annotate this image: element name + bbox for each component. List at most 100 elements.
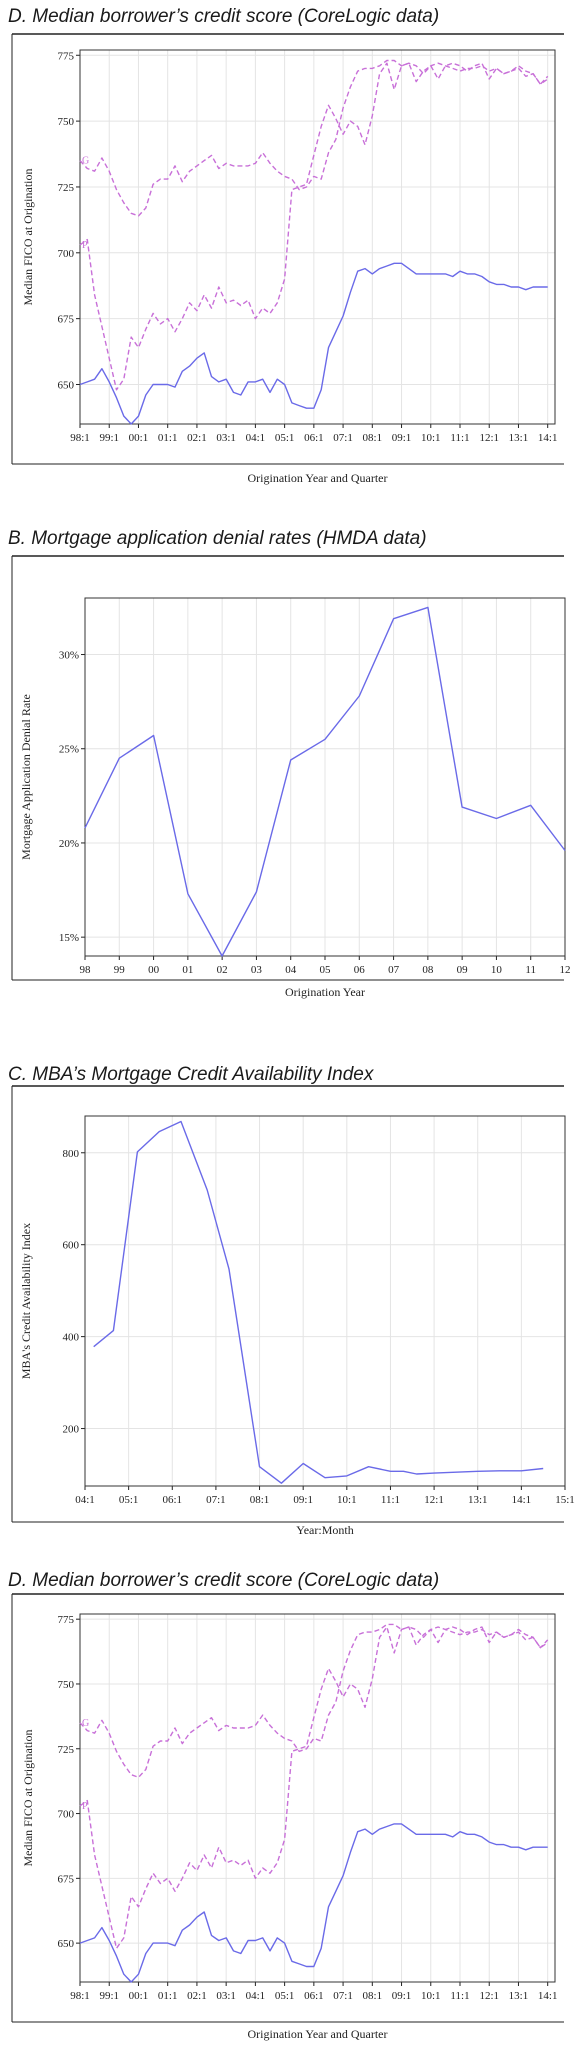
x-tick-label: 06 [354, 964, 366, 976]
x-tick-label: 03 [251, 964, 263, 976]
x-tick-label: 99:1 [99, 1990, 119, 2002]
x-tick-label: 03:1 [216, 1990, 236, 2002]
series-line-p [79, 62, 549, 391]
x-tick-label: 13:1 [509, 1990, 529, 2002]
series-line-main [79, 262, 548, 425]
x-tick-label: 05:1 [275, 1990, 295, 2002]
y-tick-label: 675 [58, 314, 75, 326]
x-tick-label: 10:1 [421, 432, 441, 444]
x-tick-label: 00:1 [129, 432, 149, 444]
x-tick-label: 04:1 [246, 1990, 266, 2002]
x-tick-label: 04:1 [75, 1494, 95, 1506]
series-line-p [79, 1626, 549, 1949]
chart-panel-mba: C. MBA’s Mortgage Credit Availability In… [0, 1064, 578, 1546]
x-tick-label: 05:1 [275, 432, 295, 444]
y-tick-label: 15% [59, 932, 79, 944]
y-tick-label: 650 [58, 1938, 75, 1950]
x-tick-label: 06:1 [162, 1494, 182, 1506]
series-line-g [79, 59, 549, 217]
x-tick-label: 08 [422, 964, 434, 976]
x-tick-label: 07:1 [333, 1990, 353, 2002]
chart-title: B. Mortgage application denial rates (HM… [8, 528, 427, 549]
x-tick-label: 04:1 [246, 432, 266, 444]
x-tick-label: 01 [182, 964, 193, 976]
x-tick-label: 08:1 [363, 432, 383, 444]
series-line-g [79, 1623, 549, 1779]
x-tick-label: 11 [525, 964, 536, 976]
x-tick-label: 03:1 [216, 432, 236, 444]
x-tick-label: 98 [80, 964, 92, 976]
x-axis-label: Origination Year [285, 985, 365, 999]
series-label: P [82, 1801, 88, 1812]
x-tick-label: 14:1 [512, 1494, 532, 1506]
y-tick-label: 775 [58, 50, 75, 62]
y-tick-label: 30% [59, 650, 79, 662]
x-axis-label: Origination Year and Quarter [248, 2027, 388, 2041]
x-tick-label: 11:1 [381, 1494, 400, 1506]
x-tick-label: 12:1 [479, 1990, 499, 2002]
x-tick-label: 07:1 [333, 432, 353, 444]
x-tick-label: 11:1 [450, 1990, 469, 2002]
chart-svg-denial: 15% 20% 25% 30% 98 99 00 01 02 03 04 05 06 07 08 09 10 11… [11, 555, 571, 999]
chart-panel-fico-top: D. Median borrower’s credit score (CoreL… [0, 6, 578, 492]
y-tick-label: 700 [58, 1809, 75, 1821]
y-tick-label: 400 [63, 1332, 80, 1344]
y-tick-label: 700 [58, 248, 75, 260]
y-tick-label: 20% [59, 838, 79, 850]
y-axis-label: Median FICO at Origination [21, 169, 35, 306]
x-tick-label: 12:1 [479, 432, 499, 444]
x-tick-label: 09:1 [293, 1494, 313, 1506]
x-tick-label: 98:1 [70, 1990, 90, 2002]
series-line-main [84, 606, 566, 957]
y-axis-label: Mortgage Application Denial Rate [19, 694, 33, 860]
series-line-main [79, 1823, 548, 1983]
x-tick-label: 10:1 [421, 1990, 441, 2002]
x-tick-label: 12 [560, 964, 571, 976]
y-axis-label: Median FICO at Origination [21, 1730, 35, 1867]
x-tick-label: 01:1 [158, 432, 178, 444]
y-tick-label: 800 [63, 1148, 80, 1160]
x-tick-label: 11:1 [450, 432, 469, 444]
x-axis-label: Year:Month [296, 1523, 353, 1537]
series-line-main [93, 1120, 544, 1484]
x-tick-label: 06:1 [304, 1990, 324, 2002]
chart-panel-fico-bottom: D. Median borrower’s credit score (CoreL… [0, 1570, 578, 2050]
x-tick-label: 00 [148, 964, 160, 976]
x-tick-label: 01:1 [158, 1990, 178, 2002]
x-tick-label: 08:1 [363, 1990, 383, 2002]
x-tick-label: 02:1 [187, 1990, 207, 2002]
y-tick-label: 725 [58, 182, 75, 194]
y-tick-label: 650 [58, 379, 75, 391]
plot-area-border [84, 1115, 566, 1487]
x-tick-label: 13:1 [468, 1494, 488, 1506]
x-tick-label: 15:1 [555, 1494, 575, 1506]
x-tick-label: 14:1 [538, 1990, 558, 2002]
chart-title: C. MBA’s Mortgage Credit Availability In… [8, 1064, 374, 1085]
plot-area-border [79, 49, 556, 425]
chart-title: D. Median borrower’s credit score (CoreL… [8, 6, 440, 27]
y-tick-label: 775 [58, 1614, 75, 1626]
y-axis-label: MBA's Credit Availability Index [19, 1223, 33, 1379]
x-tick-label: 05:1 [119, 1494, 139, 1506]
y-tick-label: 675 [58, 1873, 75, 1885]
x-tick-label: 10:1 [337, 1494, 357, 1506]
x-tick-label: 07 [388, 964, 400, 976]
y-tick-label: 725 [58, 1744, 75, 1756]
x-tick-label: 09:1 [392, 432, 412, 444]
series-label: G [82, 1718, 89, 1729]
y-tick-label: 750 [58, 1679, 75, 1691]
y-tick-label: 200 [63, 1424, 80, 1436]
series-label: P [82, 240, 88, 251]
series-label: G [82, 156, 89, 167]
x-tick-label: 99 [114, 964, 126, 976]
chart-svg-mba: 200 400 600 800 04:1 05:1 06:1 07:1 08:1 09:1 10:1… [11, 1085, 575, 1537]
x-tick-label: 09:1 [392, 1990, 412, 2002]
x-tick-label: 98:1 [70, 432, 90, 444]
x-tick-label: 02:1 [187, 432, 207, 444]
plot-area-border [84, 597, 566, 957]
x-tick-label: 00:1 [129, 1990, 149, 2002]
y-tick-label: 600 [63, 1240, 80, 1252]
x-tick-label: 10 [491, 964, 503, 976]
y-tick-label: 750 [58, 116, 75, 128]
y-tick-label: 25% [59, 744, 79, 756]
